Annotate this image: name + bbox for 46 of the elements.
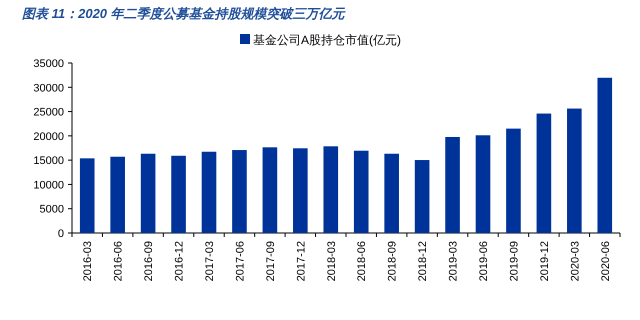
x-tick-label: 2017-12 [295,241,308,282]
legend-label: 基金公司A股持仓市值(亿元) [253,33,401,47]
bar [536,114,552,233]
bar [110,156,125,233]
x-tick-label: 2020-06 [600,241,612,282]
y-tick-label: 30000 [33,82,64,94]
x-tick-label: 2016-09 [143,241,156,282]
y-tick-label: 10000 [33,179,64,192]
bar [597,78,612,233]
bar [140,154,156,233]
bar [202,152,216,233]
bar [414,160,430,233]
x-tick-label: 2019-09 [508,241,520,282]
y-tick-label: 35000 [33,58,64,70]
x-tick-label: 2019-03 [448,241,460,282]
bar [80,158,95,233]
bar [476,135,490,233]
x-tick-label: 2019-12 [538,241,551,282]
x-tick-label: 2016-03 [82,241,94,282]
x-tick-label: 2016-12 [174,241,186,282]
x-tick-label: 2017-06 [234,241,246,282]
bar [232,150,247,233]
x-tick-label: 2018-12 [417,241,430,282]
bar [293,148,308,233]
x-tick-label: 2020-03 [569,241,582,282]
y-tick-label: 0 [58,228,64,240]
bar [567,108,582,233]
bar [262,147,278,233]
x-tick-label: 2018-09 [386,241,399,282]
x-tick-label: 2018-03 [326,241,338,282]
chart-title: 图表 11：2020 年二季度公募基金持股规模突破三万亿元 [22,6,347,21]
x-tick-label: 2017-03 [204,241,216,282]
bar [445,136,460,233]
y-tick-label: 5000 [40,204,64,216]
bar [354,150,369,233]
bar [506,128,521,233]
x-tick-label: 2017-09 [264,241,277,282]
y-tick-label: 15000 [33,155,64,168]
bar [323,146,338,233]
bar [384,154,399,233]
x-tick-label: 2019-06 [478,241,490,282]
y-tick-label: 25000 [33,106,64,119]
y-tick-label: 20000 [33,130,64,143]
x-tick-label: 2018-06 [356,241,368,282]
bar [171,156,186,233]
x-tick-label: 2016-06 [112,241,125,282]
